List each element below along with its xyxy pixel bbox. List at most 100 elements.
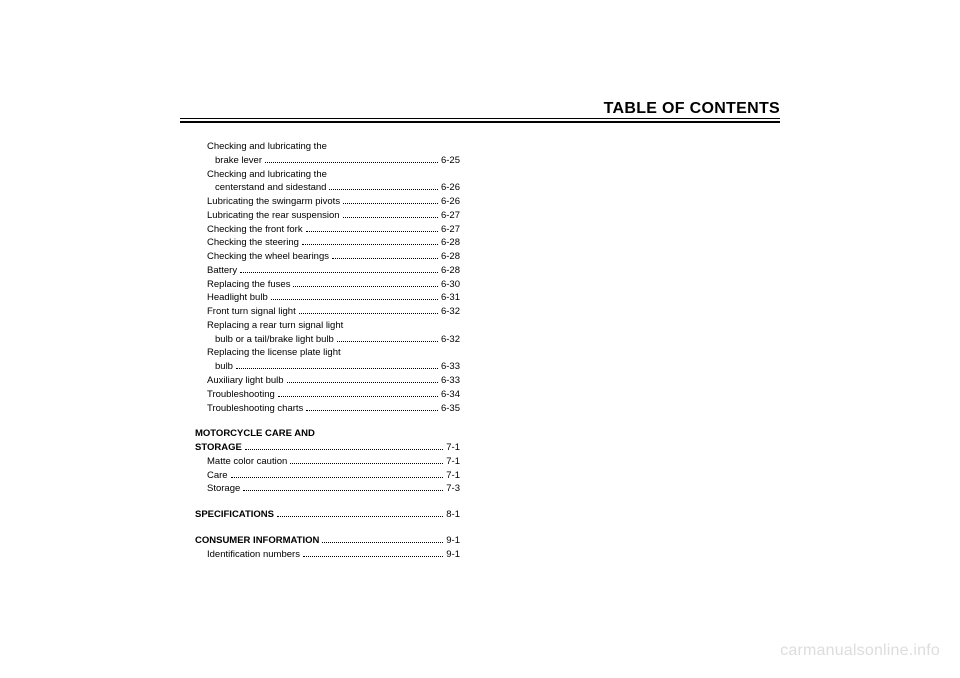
leader-dots [322, 535, 443, 543]
leader-dots [245, 442, 443, 450]
toc-entry: Troubleshooting charts 6-35 [195, 402, 460, 416]
page-ref: 6-34 [441, 388, 460, 402]
page-ref: 6-28 [441, 264, 460, 278]
entry-label: Checking the front fork [207, 223, 303, 237]
entry-label: Headlight bulb [207, 291, 268, 305]
toc-entry: Headlight bulb 6-31 [195, 291, 460, 305]
page-ref: 6-33 [441, 374, 460, 388]
entry-label: Identification numbers [207, 548, 300, 562]
toc-entry: Checking the steering 6-28 [195, 236, 460, 250]
toc-entry: Checking the front fork6-27 [195, 223, 460, 237]
toc-entry: Matte color caution 7-1 [195, 455, 460, 469]
leader-dots [299, 307, 438, 315]
page-ref: 6-30 [441, 278, 460, 292]
page-ref: 6-26 [441, 181, 460, 195]
toc-entry: Front turn signal light 6-32 [195, 305, 460, 319]
entry-label: SPECIFICATIONS [195, 508, 274, 522]
toc-entry: bulb or a tail/brake light bulb 6-32 [195, 333, 460, 347]
entry-label: Checking and lubricating the [207, 168, 327, 182]
leader-dots [240, 265, 438, 273]
toc-entry: Checking and lubricating the [195, 140, 460, 154]
entry-label: Replacing a rear turn signal light [207, 319, 343, 333]
toc-entry: brake lever 6-25 [195, 154, 460, 168]
page-ref: 6-25 [441, 154, 460, 168]
entry-label: Battery [207, 264, 237, 278]
entry-label: Storage [207, 482, 240, 496]
entry-label: Auxiliary light bulb [207, 374, 284, 388]
section-head-text: MOTORCYCLE CARE AND [195, 427, 315, 441]
page-ref: 6-35 [441, 402, 460, 416]
leader-dots [332, 252, 438, 260]
toc-entry: Troubleshooting 6-34 [195, 388, 460, 402]
page-title: TABLE OF CONTENTS [180, 100, 780, 118]
entry-label: Replacing the license plate light [207, 346, 341, 360]
toc-entry: Lubricating the swingarm pivots 6-26 [195, 195, 460, 209]
page-ref: 6-27 [441, 209, 460, 223]
toc-column: Checking and lubricating thebrake lever 6… [195, 140, 460, 561]
page-ref: 6-33 [441, 360, 460, 374]
leader-dots [303, 549, 443, 557]
toc-entry: Care 7-1 [195, 469, 460, 483]
toc-entry: SPECIFICATIONS 8-1 [195, 508, 460, 522]
leader-dots [329, 183, 438, 191]
page-ref: 6-31 [441, 291, 460, 305]
page-ref: 7-3 [446, 482, 460, 496]
entry-label: bulb or a tail/brake light bulb [215, 333, 334, 347]
toc-section-consumer-info: CONSUMER INFORMATION 9-1 Identification … [195, 534, 460, 562]
entry-label: centerstand and sidestand [215, 181, 326, 195]
leader-dots [306, 224, 438, 232]
entry-label: Checking the wheel bearings [207, 250, 329, 264]
header-rule-thin [180, 118, 780, 119]
toc-entry: Identification numbers 9-1 [195, 548, 460, 562]
toc-entries: Checking and lubricating thebrake lever 6… [195, 140, 460, 415]
section-head-text: STORAGE [195, 441, 242, 455]
entry-label: CONSUMER INFORMATION [195, 534, 319, 548]
leader-dots [243, 484, 443, 492]
leader-dots [337, 334, 438, 342]
entry-label: Lubricating the swingarm pivots [207, 195, 340, 209]
leader-dots [277, 510, 443, 518]
page-ref: 7-1 [446, 455, 460, 469]
page-ref: 6-26 [441, 195, 460, 209]
entry-label: Checking and lubricating the [207, 140, 327, 154]
entry-label: Troubleshooting charts [207, 402, 303, 416]
toc-section-specifications: SPECIFICATIONS 8-1 [195, 508, 460, 522]
toc-entry: CONSUMER INFORMATION 9-1 [195, 534, 460, 548]
page-ref: 6-32 [441, 333, 460, 347]
section-head-line2: STORAGE 7-1 [195, 441, 460, 455]
toc-entry: bulb 6-33 [195, 360, 460, 374]
page-ref: 9-1 [446, 548, 460, 562]
entry-label: bulb [215, 360, 233, 374]
entry-label: brake lever [215, 154, 262, 168]
entry-label: Matte color caution [207, 455, 287, 469]
entry-label: Care [207, 469, 228, 483]
page-ref: 9-1 [446, 534, 460, 548]
page-ref: 8-1 [446, 508, 460, 522]
leader-dots [236, 362, 438, 370]
page-ref: 6-28 [441, 236, 460, 250]
entry-label: Troubleshooting [207, 388, 275, 402]
leader-dots [287, 375, 438, 383]
leader-dots [293, 279, 438, 287]
toc-section-care-storage: MOTORCYCLE CARE AND STORAGE 7-1 Matte co… [195, 427, 460, 496]
page-ref: 6-32 [441, 305, 460, 319]
toc-entry: Checking the wheel bearings6-28 [195, 250, 460, 264]
entry-label: Checking the steering [207, 236, 299, 250]
section-head-line1: MOTORCYCLE CARE AND [195, 427, 460, 441]
leader-dots [343, 210, 438, 218]
entry-label: Lubricating the rear suspension [207, 209, 340, 223]
leader-dots [302, 238, 438, 246]
leader-dots [290, 456, 443, 464]
toc-entry: Battery 6-28 [195, 264, 460, 278]
leader-dots [278, 389, 438, 397]
leader-dots [231, 470, 444, 478]
entry-label: Front turn signal light [207, 305, 296, 319]
entry-label: Replacing the fuses [207, 278, 290, 292]
leader-dots [306, 403, 438, 411]
toc-entry: Storage 7-3 [195, 482, 460, 496]
toc-entry: centerstand and sidestand 6-26 [195, 181, 460, 195]
toc-entry: Auxiliary light bulb 6-33 [195, 374, 460, 388]
leader-dots [343, 196, 438, 204]
page-ref: 7-1 [446, 469, 460, 483]
toc-entry: Replacing a rear turn signal light [195, 319, 460, 333]
